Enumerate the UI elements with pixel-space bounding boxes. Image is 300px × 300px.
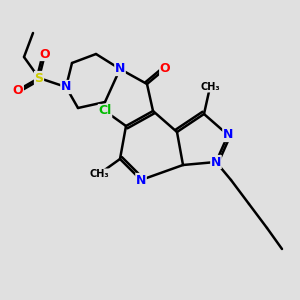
Text: O: O <box>160 62 170 76</box>
Text: Cl: Cl <box>98 104 112 118</box>
Text: N: N <box>61 80 71 94</box>
Text: N: N <box>223 128 233 142</box>
Text: N: N <box>211 155 221 169</box>
Text: O: O <box>40 47 50 61</box>
Text: N: N <box>136 173 146 187</box>
Text: O: O <box>13 83 23 97</box>
Text: CH₃: CH₃ <box>89 169 109 179</box>
Text: CH₃: CH₃ <box>200 82 220 92</box>
Text: S: S <box>34 71 43 85</box>
Text: N: N <box>115 62 125 76</box>
